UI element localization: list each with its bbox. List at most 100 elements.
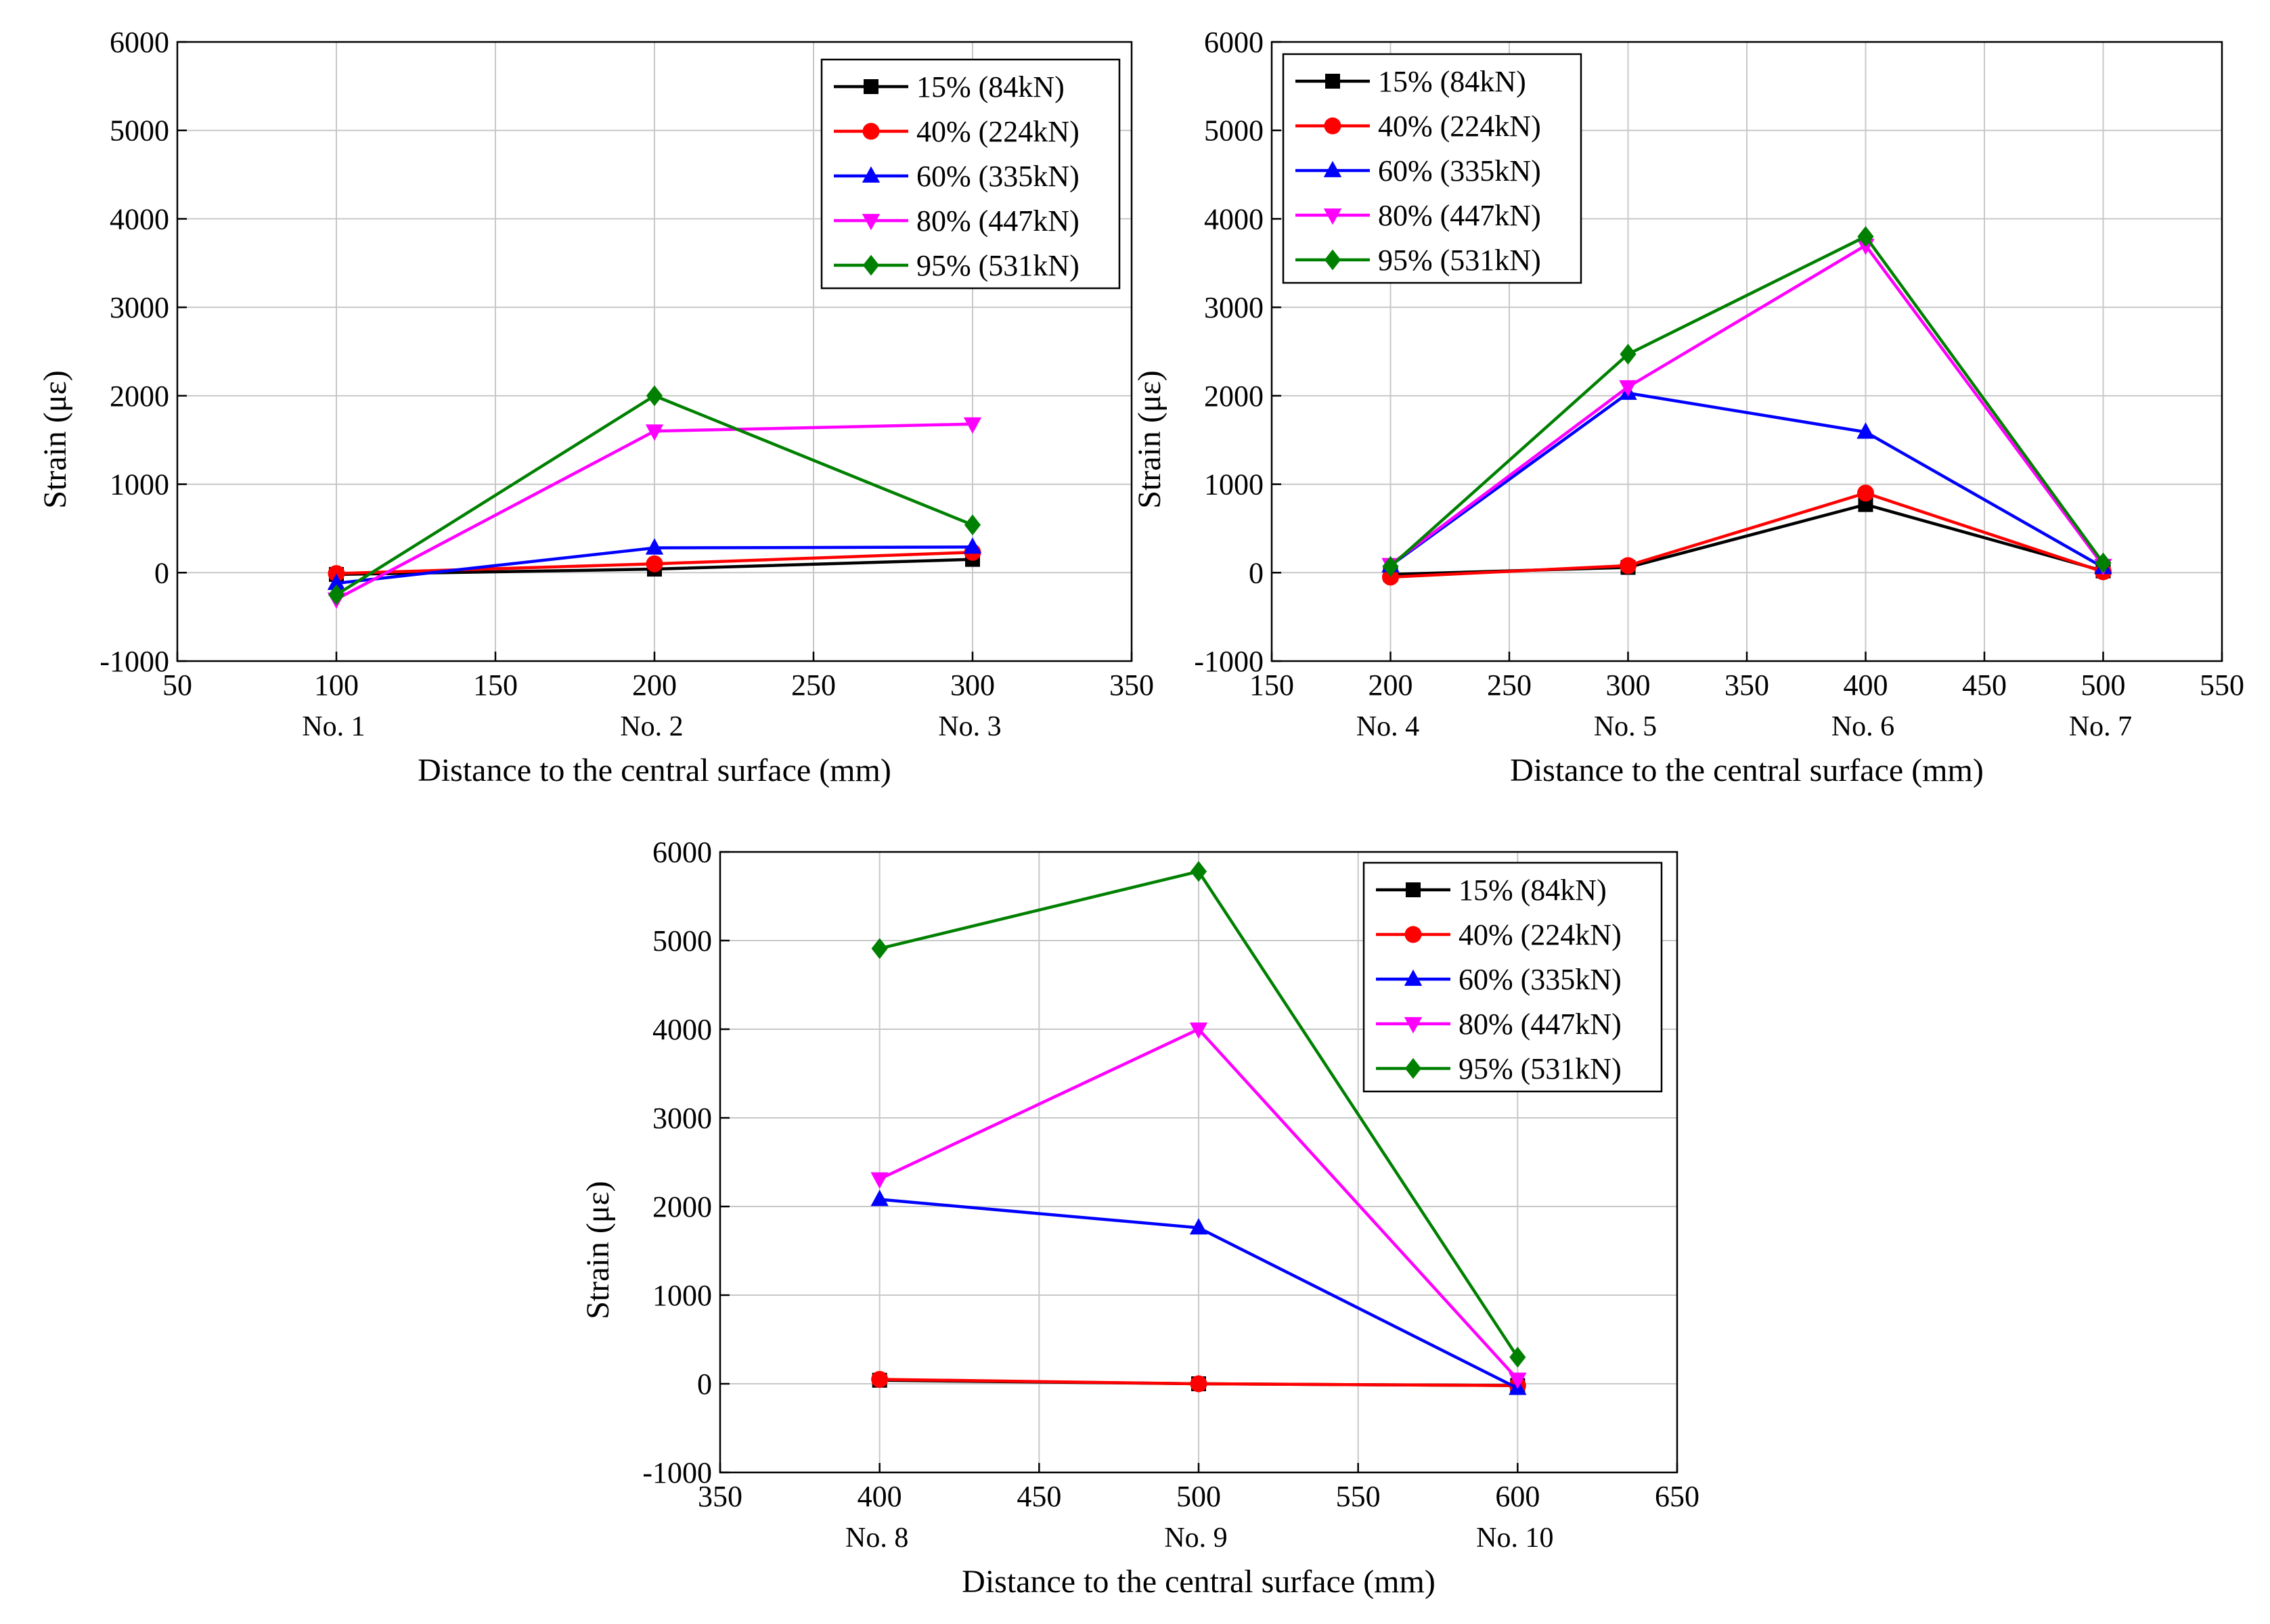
data-point xyxy=(871,1370,889,1388)
data-point xyxy=(963,417,982,434)
series-line xyxy=(1389,235,2105,568)
legend-entry: 15% (84kN) xyxy=(1295,65,1526,98)
x-tick-label: 500 xyxy=(1176,1480,1221,1513)
legend-marker xyxy=(1323,208,1342,225)
x-tick-label: 150 xyxy=(1249,669,1294,702)
legend-entry: 40% (224kN) xyxy=(1295,110,1541,143)
point-label: No. 5 xyxy=(1594,711,1657,742)
legend-entry: 60% (335kN) xyxy=(1376,963,1622,996)
y-tick-label: 2000 xyxy=(652,1190,712,1223)
data-point xyxy=(327,573,346,590)
y-axis-label: Strain (με) xyxy=(1132,370,1167,509)
legend-label: 40% (224kN) xyxy=(916,115,1080,148)
data-point xyxy=(328,584,345,606)
series-5 xyxy=(1382,226,2112,577)
point-label: No. 7 xyxy=(2069,711,2132,742)
series-line xyxy=(1389,244,2105,567)
x-tick-label: 600 xyxy=(1495,1480,1540,1513)
series-5 xyxy=(871,861,1526,1368)
legend-marker xyxy=(862,254,880,276)
x-tick-label: 650 xyxy=(1655,1480,1699,1513)
x-tick-label: 450 xyxy=(1017,1480,1061,1513)
legend-marker xyxy=(1406,882,1421,897)
data-point xyxy=(1189,1022,1208,1039)
legend-entry: 15% (84kN) xyxy=(834,70,1065,104)
data-point xyxy=(645,538,664,555)
x-axis-label: Distance to the central surface (mm) xyxy=(1510,752,1984,788)
point-label: No. 3 xyxy=(938,711,1001,742)
x-tick-label: 200 xyxy=(1368,669,1413,702)
chart-1: -1000 0 1000 2000 3000 4000 5000 6000 50 100 150 20… xyxy=(37,26,1154,788)
y-tick-label: 0 xyxy=(154,556,169,589)
legend: 15% (84kN) 40% (224kN) 60% (335kN) 80% (447… xyxy=(1362,861,1663,1093)
y-axis-label: Strain (με) xyxy=(580,1181,616,1320)
data-point xyxy=(1857,226,1874,247)
x-tick-label: 550 xyxy=(1336,1480,1381,1513)
data-point xyxy=(646,555,663,572)
data-point xyxy=(2095,552,2112,574)
y-tick-label: 1000 xyxy=(1204,468,1264,501)
legend-label: 60% (335kN) xyxy=(916,160,1080,193)
legend: 15% (84kN) 40% (224kN) 60% (335kN) 80% (447… xyxy=(1282,53,1582,284)
y-tick-label: 4000 xyxy=(110,202,169,235)
legend-entry: 80% (447kN) xyxy=(834,204,1080,238)
x-tick-label: 200 xyxy=(632,669,677,702)
y-tick-label: 5000 xyxy=(652,924,712,957)
legend-entry: 40% (224kN) xyxy=(834,115,1080,148)
data-point xyxy=(1856,422,1875,439)
x-tick-label: 400 xyxy=(858,1480,902,1513)
legend-marker xyxy=(862,214,881,231)
y-tick-label: 3000 xyxy=(110,291,169,324)
x-tick-label: 350 xyxy=(1724,669,1769,702)
y-tick-label: 1000 xyxy=(652,1279,712,1312)
y-tick-label: 1000 xyxy=(110,468,169,501)
y-tick-label: 6000 xyxy=(652,836,712,869)
x-tick-label: 250 xyxy=(791,669,836,702)
chart-2: -1000 0 1000 2000 3000 4000 5000 6000 150 200 250 3… xyxy=(1132,26,2244,788)
data-point xyxy=(870,1190,889,1206)
data-point xyxy=(1857,484,1874,502)
y-tick-label: -1000 xyxy=(99,645,169,678)
legend-label: 95% (531kN) xyxy=(1459,1052,1622,1085)
series-5 xyxy=(328,385,981,606)
data-point xyxy=(1620,344,1637,365)
y-tick-label: 4000 xyxy=(1204,202,1264,235)
series-4 xyxy=(870,1022,1527,1389)
x-tick-label: 350 xyxy=(1109,669,1154,702)
data-point xyxy=(1509,1347,1526,1368)
legend-label: 15% (84kN) xyxy=(1378,65,1526,98)
legend-marker xyxy=(1404,969,1423,986)
data-point xyxy=(1189,1218,1208,1235)
x-tick-label: 450 xyxy=(1962,669,2007,702)
y-tick-label: 6000 xyxy=(110,26,169,59)
x-tick-label: 300 xyxy=(950,669,995,702)
data-point xyxy=(646,385,663,407)
x-tick-label: 500 xyxy=(2081,669,2126,702)
point-label: No. 4 xyxy=(1356,711,1419,742)
legend-marker xyxy=(1324,249,1341,271)
legend-entry: 80% (447kN) xyxy=(1295,199,1541,232)
legend-entry: 40% (224kN) xyxy=(1376,918,1622,951)
data-point xyxy=(1190,861,1207,882)
series-line xyxy=(1390,491,2104,579)
legend-marker xyxy=(864,79,878,94)
legend-entry: 95% (531kN) xyxy=(1376,1052,1622,1085)
legend-entry: 60% (335kN) xyxy=(834,160,1080,193)
x-tick-label: 350 xyxy=(698,1480,742,1513)
y-tick-label: 6000 xyxy=(1204,26,1264,59)
legend-label: 95% (531kN) xyxy=(1378,244,1541,277)
y-tick-label: 5000 xyxy=(1204,114,1264,148)
legend-label: 80% (447kN) xyxy=(1459,1008,1622,1041)
legend-marker xyxy=(1323,160,1342,177)
legend-label: 95% (531kN) xyxy=(916,249,1080,282)
y-tick-label: -1000 xyxy=(642,1456,712,1489)
x-tick-label: 100 xyxy=(314,669,359,702)
point-label: No. 2 xyxy=(620,711,683,742)
series-2 xyxy=(1382,484,2112,586)
legend-marker xyxy=(1404,1017,1423,1034)
legend-entry: 80% (447kN) xyxy=(1376,1008,1622,1041)
x-axis-label: Distance to the central surface (mm) xyxy=(962,1564,1436,1600)
y-tick-label: 3000 xyxy=(1204,291,1264,324)
